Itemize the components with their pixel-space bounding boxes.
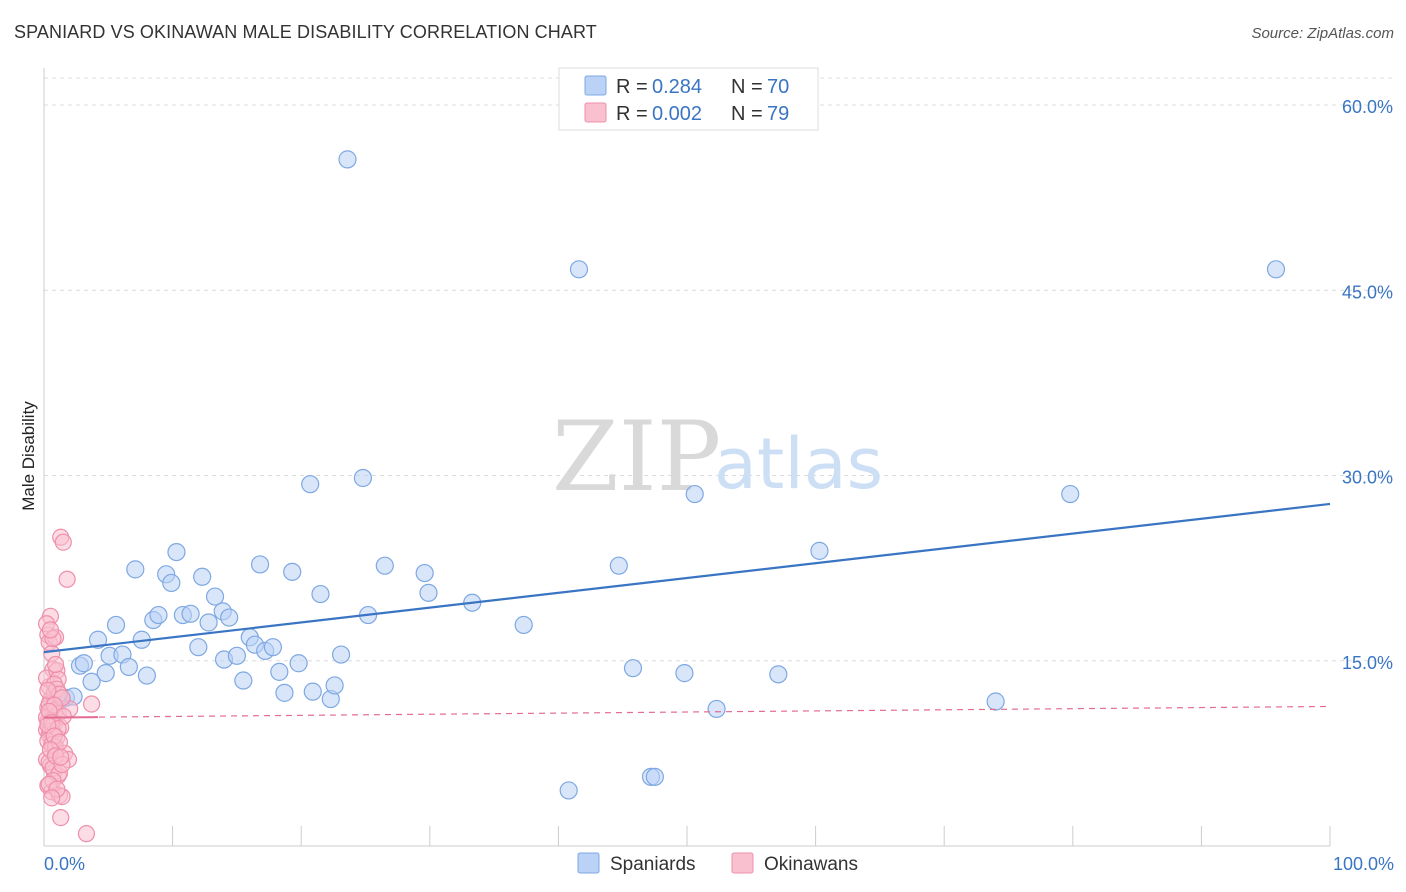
source-label: Source: ZipAtlas.com [1251,25,1394,42]
spaniards-point-25 [199,613,218,632]
okinawans-point-60 [46,655,65,674]
spaniards-point-34 [250,555,270,574]
spaniards-point-19 [162,573,181,593]
spaniards-point-40 [289,654,308,673]
chart-title: SPANIARD VS OKINAWAN MALE DISABILITY COR… [14,22,597,42]
spaniards-point-22 [181,604,200,623]
spaniards-point-62 [685,484,704,504]
spaniards-point-10 [106,615,126,635]
spaniards-point-65 [810,541,829,560]
spaniards-point-51 [415,563,434,583]
legend-n-value-1: 70 [767,76,789,98]
spaniards-point-57 [609,556,628,575]
spaniards-point-6 [82,672,101,691]
spaniards-point-52 [419,583,438,602]
bottom-legend-label-spaniards: Spaniards [610,854,696,875]
bottom-legend-swatch-okinawans [731,852,754,874]
y-tick-label-3: 60.0% [1342,97,1393,117]
okinawans-point-78 [52,748,70,766]
spaniards-point-54 [514,615,533,635]
y-axis-label: Male Disability [19,401,38,511]
spaniards-point-56 [569,260,589,279]
okinawans-points [37,528,101,843]
spaniards-point-5 [74,654,93,673]
legend-n-label-1: N = [731,76,763,98]
legend-n-value-2: 79 [767,103,789,125]
spaniards-point-20 [167,542,186,562]
spaniards-point-60 [645,767,664,786]
y-tick-label-1: 30.0% [1342,468,1393,488]
spaniards-point-48 [353,468,373,488]
trend-lines [43,502,1331,719]
okinawans-point-26 [52,808,70,827]
bottom-legend: Spaniards Okinawans [577,852,858,875]
spaniards-point-26 [205,587,225,606]
watermark-atlas: atlas [714,423,883,505]
legend-swatch-spaniards [584,75,607,96]
spaniards-point-38 [275,683,294,702]
spaniards-point-24 [193,567,212,586]
legend-swatch-okinawans [584,102,607,123]
spaniards-point-41 [301,475,320,494]
okinawans-point-29 [54,533,72,551]
spaniards-point-15 [137,666,156,685]
okinawans-point-62 [39,681,57,700]
spaniards-point-30 [227,646,246,665]
okinawans-point-27 [77,825,96,843]
spaniards-point-42 [303,682,322,701]
spaniards-point-61 [675,664,694,683]
spaniards-point-31 [234,671,253,690]
watermark: ZIP atlas [552,401,883,513]
okinawans-point-57 [82,695,101,713]
spaniards-point-47 [338,150,357,169]
okinawans-point-77 [43,789,61,807]
spaniards-point-45 [325,676,344,695]
spaniards-point-43 [311,584,330,604]
spaniards-point-46 [331,645,351,664]
spaniards-point-66 [986,692,1005,711]
spaniards-point-68 [1266,260,1286,279]
bottom-legend-swatch-spaniards [577,852,600,874]
okinawans-point-59 [41,621,60,639]
spaniards-point-55 [559,781,578,800]
legend-r-label-1: R = [616,76,648,98]
spaniards-point-36 [263,638,283,657]
bottom-legend-label-okinawans: Okinawans [764,854,858,875]
spaniards-point-12 [119,657,138,677]
x-tick-label-0: 0.0% [44,854,85,874]
okinawans-point-30 [58,570,76,588]
spaniards-point-39 [283,562,302,581]
spaniards-point-28 [220,608,239,627]
y-tick-labels: 15.0% 30.0% 45.0% 60.0% [1342,97,1393,673]
y-tick-label-2: 45.0% [1342,282,1393,302]
spaniards-point-23 [189,638,208,657]
legend-r-label-2: R = [616,103,648,125]
spaniards-point-37 [270,662,289,681]
y-tick-label-0: 15.0% [1342,653,1393,673]
legend-n-label-2: N = [731,103,763,125]
spaniards-point-13 [126,560,145,579]
spaniards-point-67 [1061,484,1080,504]
spaniards-point-64 [769,665,788,684]
spaniards-point-8 [96,664,115,683]
x-tick-label-1: 100.0% [1333,854,1394,874]
legend: R = 0.284 N = 70 R = 0.002 N = 79 [558,67,819,131]
spaniards-point-63 [707,699,726,719]
x-ticks [43,826,1331,846]
spaniards-point-58 [623,659,643,678]
x-tick-labels: 0.0% 100.0% [44,854,1394,874]
spaniards-trend-line [43,502,1331,654]
okinawans-trend-line [43,705,1331,719]
spaniards-point-7 [88,630,108,649]
legend-r-value-2: 0.002 [652,103,702,125]
legend-r-value-1: 0.284 [652,76,702,98]
spaniards-point-17 [149,605,168,625]
spaniards-point-50 [375,556,394,575]
